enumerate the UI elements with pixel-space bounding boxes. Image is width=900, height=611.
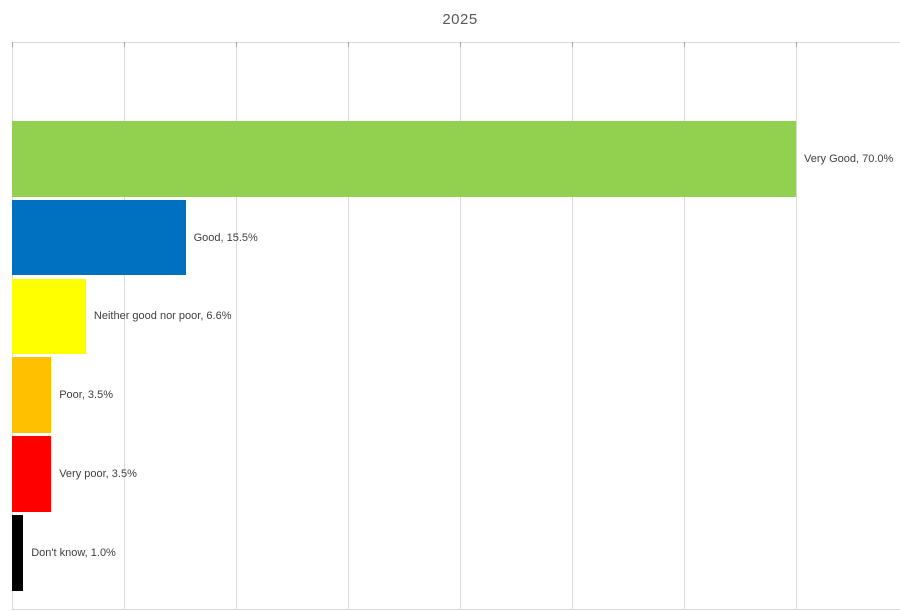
gridline xyxy=(684,42,685,610)
bar-data-label: Neither good nor poor, 6.6% xyxy=(93,310,232,323)
bar-data-label: Very poor, 3.5% xyxy=(59,467,137,480)
axis-tick-mark xyxy=(12,42,13,47)
gridline xyxy=(124,42,125,610)
bar-very-good xyxy=(12,121,796,197)
axis-tick-mark xyxy=(124,42,125,47)
bar-data-label: Very Good, 70.0% xyxy=(804,152,894,165)
gridline xyxy=(572,42,573,610)
bar-very-poor xyxy=(12,436,52,512)
bar-poor xyxy=(12,357,52,433)
axis-tick-mark xyxy=(460,42,461,47)
bar-neither-good-nor-poor xyxy=(12,278,86,355)
gridline xyxy=(796,42,797,610)
gridline xyxy=(460,42,461,610)
value-axis-line xyxy=(12,42,900,43)
gridline xyxy=(236,42,237,610)
bar-data-label: Poor, 3.5% xyxy=(59,389,114,402)
bar-data-label: Good, 15.5% xyxy=(193,231,258,244)
axis-tick-mark xyxy=(796,42,797,47)
axis-tick-mark xyxy=(348,42,349,47)
axis-tick-mark xyxy=(572,42,573,47)
axis-tick-mark xyxy=(236,42,237,47)
bar-good xyxy=(12,199,186,276)
bar-don-t-know xyxy=(12,515,24,591)
plot-area-bottom-border xyxy=(12,609,900,610)
chart-title: 2025 xyxy=(442,11,478,28)
bar-data-label: Don't know, 1.0% xyxy=(31,546,116,559)
axis-tick-mark xyxy=(684,42,685,47)
gridline xyxy=(348,42,349,610)
